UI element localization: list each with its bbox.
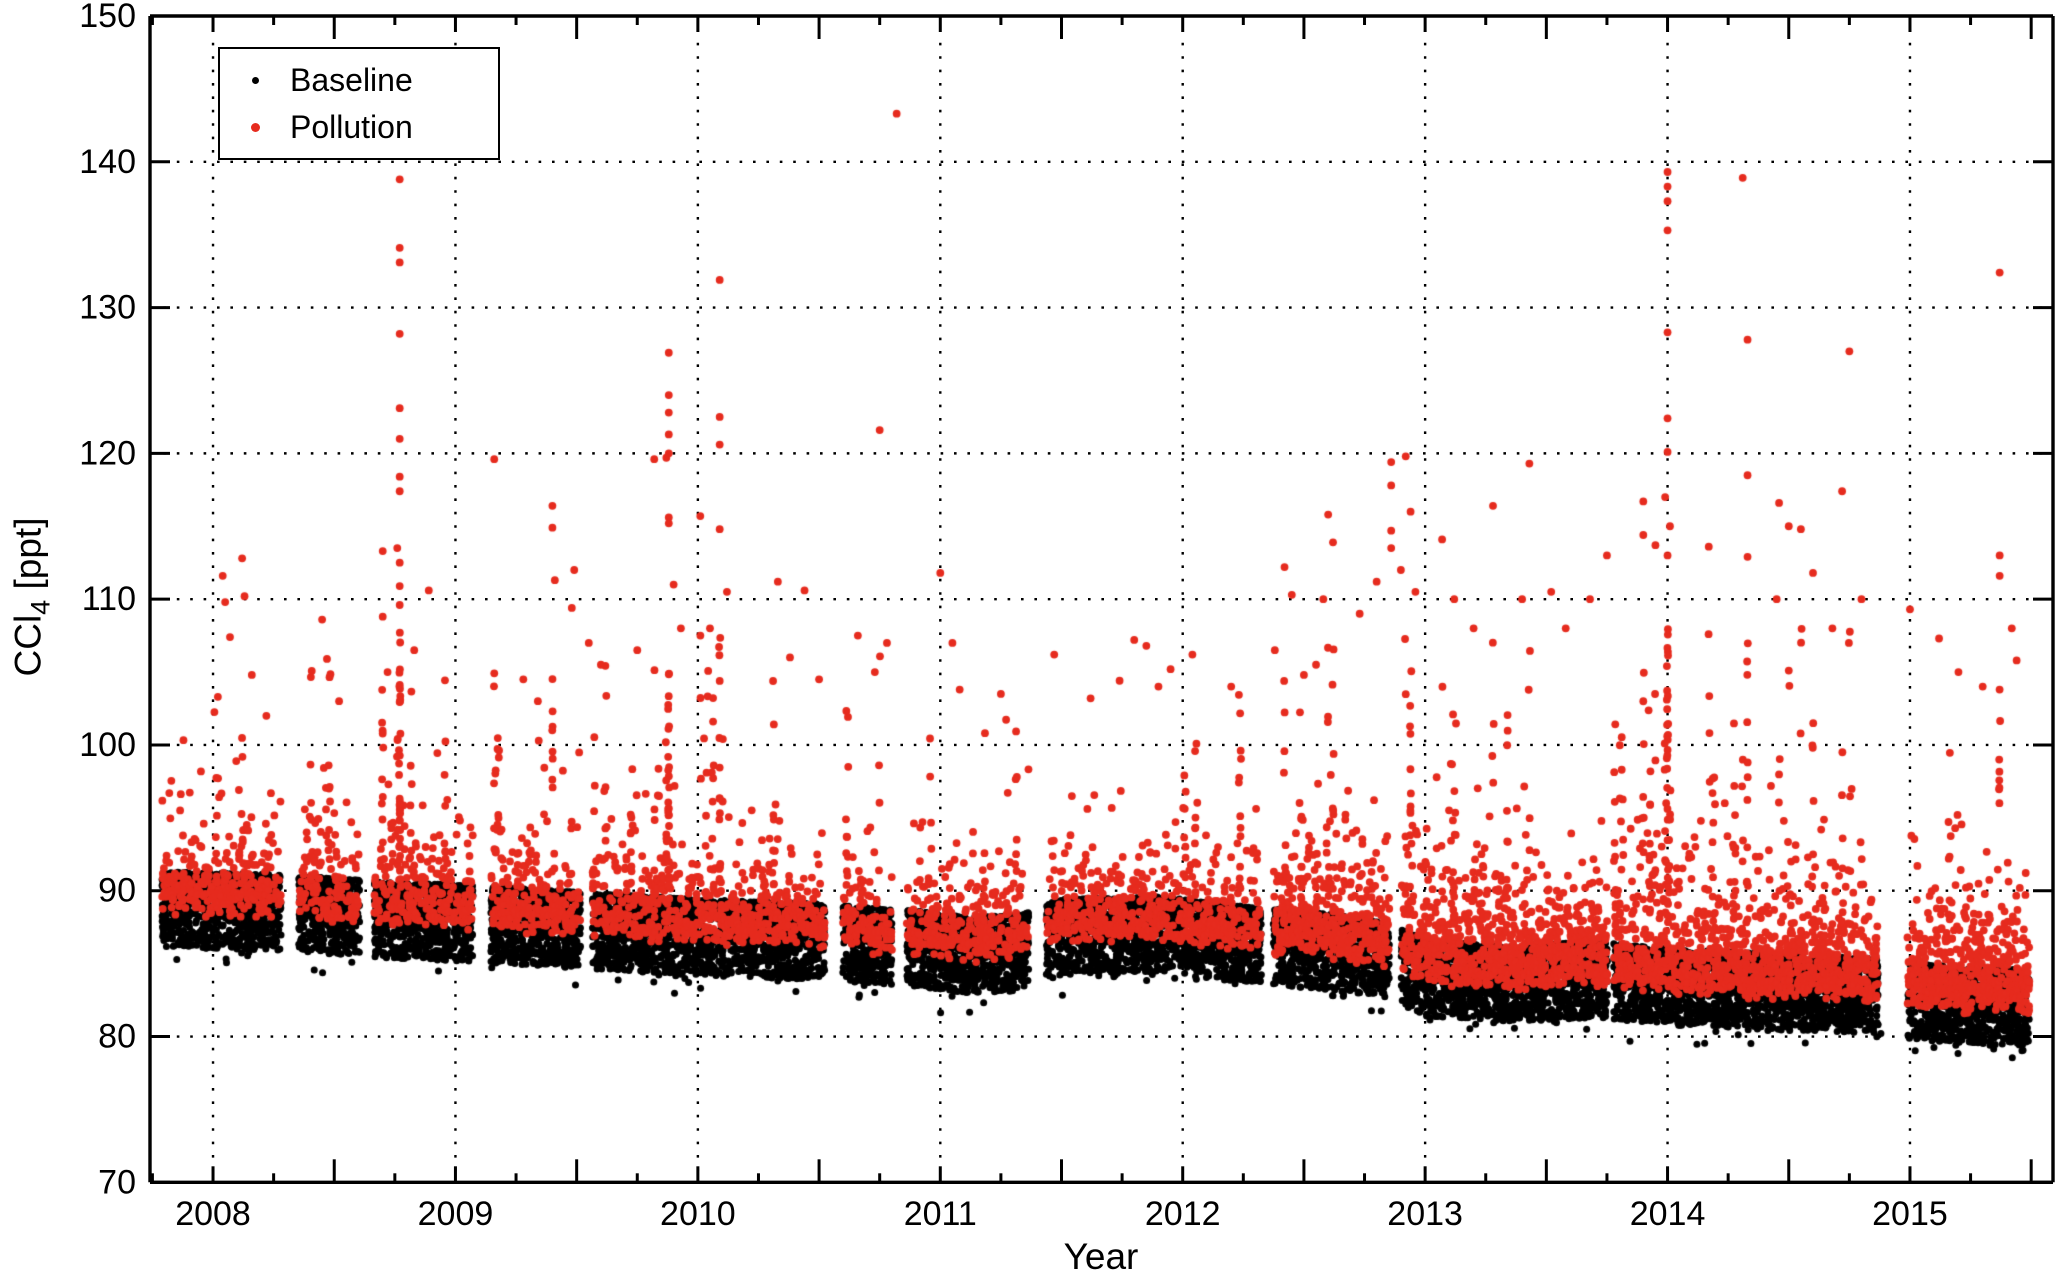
legend-item-baseline: Baseline	[244, 64, 498, 96]
baseline-marker-icon	[244, 76, 266, 84]
y-axis-label-main: CCl	[7, 614, 49, 677]
y-axis-label-sub: 4	[25, 599, 56, 615]
pollution-marker-icon	[244, 122, 266, 132]
legend-label-baseline: Baseline	[290, 62, 413, 98]
y-axis-label-unit: [ppt]	[7, 517, 49, 600]
legend-label-pollution: Pollution	[290, 109, 413, 145]
x-axis-label: Year	[1063, 1236, 1139, 1277]
y-axis-label: CCl4 [ppt]	[8, 518, 57, 677]
legend: Baseline Pollution	[218, 47, 500, 160]
legend-item-pollution: Pollution	[244, 111, 498, 143]
